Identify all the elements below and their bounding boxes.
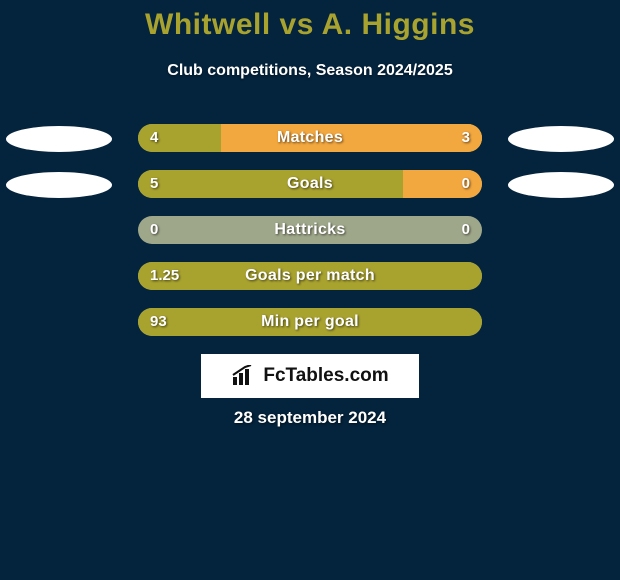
stat-row: 5 Goals 0 bbox=[0, 170, 620, 216]
stat-label: Matches bbox=[138, 124, 482, 152]
stat-value-right: 0 bbox=[462, 170, 470, 198]
title-right-player: A. Higgins bbox=[322, 8, 475, 41]
source-attribution: FcTables.com bbox=[201, 354, 419, 398]
title-vs: vs bbox=[271, 8, 322, 41]
stat-row: 0 Hattricks 0 bbox=[0, 216, 620, 262]
date-caption: 28 september 2024 bbox=[0, 408, 620, 428]
avatar-placeholder-left bbox=[6, 126, 112, 152]
stat-label: Min per goal bbox=[138, 308, 482, 336]
stat-label: Goals bbox=[138, 170, 482, 198]
avatar-placeholder-left bbox=[6, 172, 112, 198]
avatar-placeholder-right bbox=[508, 126, 614, 152]
stat-label: Goals per match bbox=[138, 262, 482, 290]
avatar-placeholder-right bbox=[508, 172, 614, 198]
stat-value-right: 3 bbox=[462, 124, 470, 152]
stat-row: 4 Matches 3 bbox=[0, 124, 620, 170]
subtitle: Club competitions, Season 2024/2025 bbox=[0, 62, 620, 80]
stat-rows: 4 Matches 3 5 Goals 0 0 Hattricks 0 1.25 bbox=[0, 124, 620, 354]
stat-value-right: 0 bbox=[462, 216, 470, 244]
stat-label: Hattricks bbox=[138, 216, 482, 244]
title-left-player: Whitwell bbox=[145, 8, 271, 41]
source-name: FcTables.com bbox=[263, 365, 388, 387]
stat-row: 1.25 Goals per match bbox=[0, 262, 620, 308]
page-title: Whitwell vs A. Higgins bbox=[0, 8, 620, 42]
stat-row: 93 Min per goal bbox=[0, 308, 620, 354]
chart-icon bbox=[231, 365, 257, 387]
